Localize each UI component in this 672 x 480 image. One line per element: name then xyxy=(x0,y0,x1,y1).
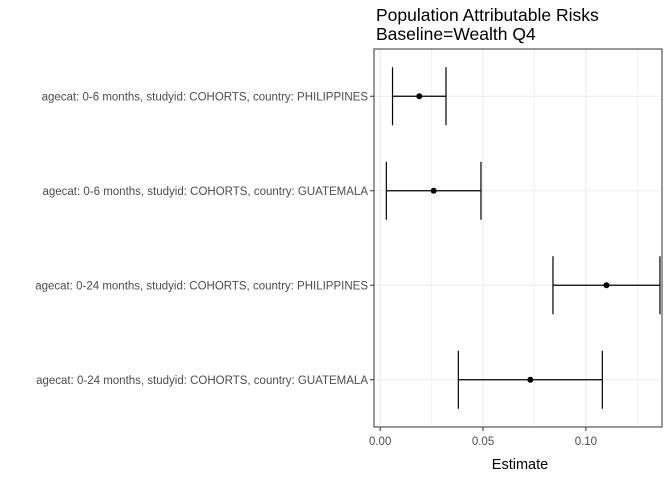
x-axis-title: Estimate xyxy=(492,457,548,473)
y-tick-label: agecat: 0-6 months, studyid: COHORTS, co… xyxy=(42,91,369,103)
estimate-point xyxy=(603,282,610,289)
estimate-point xyxy=(430,187,437,194)
y-tick-label: agecat: 0-24 months, studyid: COHORTS, c… xyxy=(36,375,368,387)
errorbar-layer xyxy=(385,67,661,409)
chart-title: Population Attributable Risks xyxy=(376,5,599,25)
estimate-point xyxy=(527,376,534,383)
y-tick-label: agecat: 0-6 months, studyid: COHORTS, co… xyxy=(42,186,368,198)
x-axis: 0.00 0.05 0.10 xyxy=(369,427,597,448)
grid-layer xyxy=(374,49,662,427)
y-tick-label: agecat: 0-24 months, studyid: COHORTS, c… xyxy=(35,280,368,292)
x-tick-label: 0.00 xyxy=(369,436,391,448)
estimate-point xyxy=(416,93,423,100)
panel-border xyxy=(373,48,663,428)
y-axis: agecat: 0-6 months, studyid: COHORTS, co… xyxy=(35,91,374,387)
x-tick-label: 0.05 xyxy=(472,436,494,448)
x-tick-label: 0.10 xyxy=(575,436,597,448)
chart-subtitle: Baseline=Wealth Q4 xyxy=(376,24,536,44)
point-layer xyxy=(416,93,610,383)
